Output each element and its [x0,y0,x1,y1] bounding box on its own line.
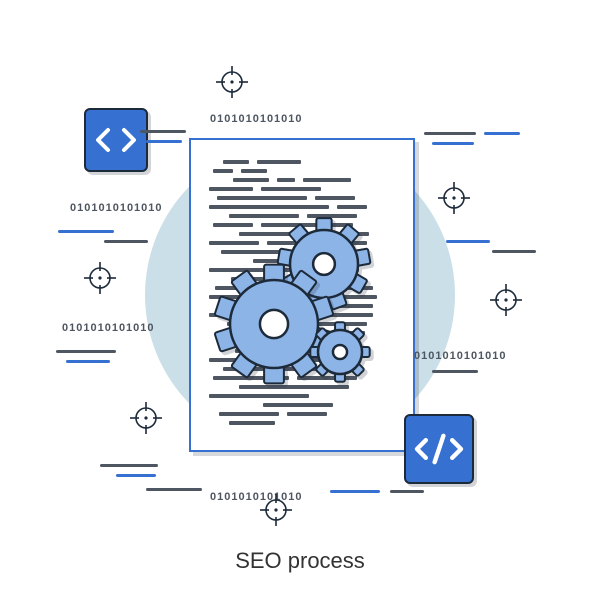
document-text-line [223,367,333,371]
binary-text: 0101010101010 [62,322,155,334]
document-text-line [257,160,301,164]
document-text-line [239,385,349,389]
decorative-dash [58,230,114,233]
document-text-line [213,223,253,227]
document-text-line [209,268,359,272]
decorative-dash [484,132,520,135]
decorative-dash [100,464,158,467]
decorative-dash [104,240,148,243]
decorative-dash [492,250,536,253]
decorative-dash [146,140,182,143]
document-text-line [287,412,327,416]
caption-text: SEO process [0,548,600,574]
target-icon [260,494,292,526]
document-text-line [229,214,299,218]
document-text-line [253,259,343,263]
code-badge-icon [404,414,474,484]
document-text-line [267,241,367,245]
document-text-line [209,295,269,299]
decorative-dash [424,132,476,135]
decorative-dash [56,350,116,353]
document-text-line [243,304,373,308]
document-text-line [209,394,309,398]
document-text-line [309,232,369,236]
document-text-line [241,169,267,173]
document-text-line [315,196,355,200]
decorative-dash [432,142,474,145]
document-text-line [209,241,259,245]
document-text-line [247,313,373,317]
document-text-line [209,205,329,209]
document-text-line [217,196,307,200]
document-text-line [213,169,233,173]
decorative-dash [66,360,110,363]
document-text-line [307,214,357,218]
document-text-line [273,340,333,344]
binary-text: 0101010101010 [414,350,507,362]
document-text-line [231,277,351,281]
document-text-line [213,376,289,380]
target-icon [438,182,470,214]
document-text-line [261,223,353,227]
document-text-line [233,178,269,182]
decorative-dash [146,488,202,491]
document-content [209,160,395,430]
document-text-line [227,322,367,326]
infographic-stage: SEO process 0101010101010 0101010101010 01… [0,0,600,600]
document-text-line [303,178,351,182]
code-badge-icon [84,108,148,172]
decorative-dash [432,370,478,373]
target-icon [130,402,162,434]
document-text-line [239,232,299,236]
document-page [189,138,415,452]
target-icon [490,284,522,316]
document-text-line [277,295,377,299]
decorative-dash [446,240,490,243]
document-text-line [337,205,367,209]
document-text-line [297,376,357,380]
document-text-line [229,421,275,425]
document-text-line [265,331,365,335]
document-text-line [209,358,249,362]
document-text-line [219,412,279,416]
target-icon [84,262,116,294]
binary-text: 0101010101010 [210,113,303,125]
document-text-line [215,286,285,290]
decorative-dash [330,490,380,493]
document-text-line [293,286,373,290]
document-text-line [209,313,239,317]
document-text-line [217,340,265,344]
decorative-dash [116,474,156,477]
decorative-dash [390,490,424,493]
document-text-line [263,403,333,407]
document-text-line [235,349,355,353]
document-text-line [209,187,253,191]
document-text-line [277,178,295,182]
document-text-line [221,250,341,254]
document-text-line [261,187,321,191]
decorative-dash [140,130,186,133]
target-icon [216,66,248,98]
document-text-line [257,358,347,362]
document-text-line [223,160,249,164]
binary-text: 0101010101010 [70,202,163,214]
